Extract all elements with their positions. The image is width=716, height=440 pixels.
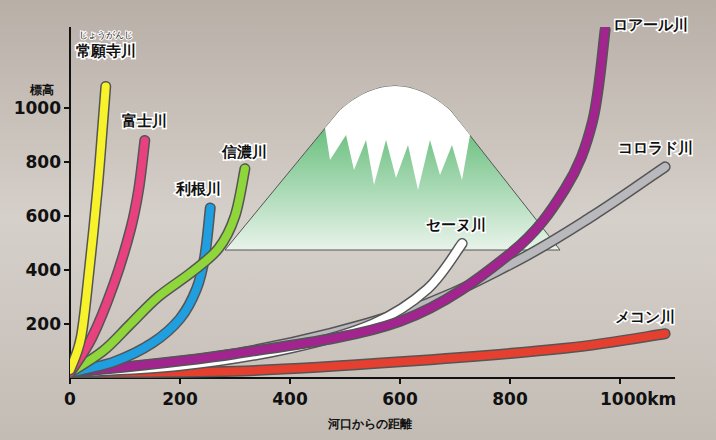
river-line: [70, 30, 605, 373]
y-axis-title: 標高: [29, 83, 54, 97]
series-label: 利根川: [175, 180, 221, 198]
x-tick: [399, 378, 401, 384]
y-tick: [64, 269, 70, 271]
x-tick-label: 800: [492, 389, 528, 409]
y-axis: [69, 27, 71, 378]
river-outline: [70, 86, 106, 370]
y-tick: [64, 323, 70, 325]
x-tick-label: 200: [162, 389, 198, 409]
y-tick: [64, 161, 70, 163]
river-outline: [70, 30, 605, 373]
x-tick: [179, 378, 181, 384]
series-label: 富士川: [122, 112, 167, 130]
y-tick: [64, 107, 70, 109]
x-tick: [69, 378, 71, 384]
series-label: コロラド川: [618, 139, 693, 157]
y-tick: [64, 215, 70, 217]
y-tick-label: 800: [26, 152, 62, 172]
series-label: メコン川: [615, 308, 675, 326]
snow-cap: [325, 86, 470, 190]
background: [0, 0, 716, 440]
x-axis-title: 河口からの距離: [327, 417, 412, 431]
x-tick-label: 400: [272, 389, 308, 409]
x-tick-label: 1000km: [600, 389, 676, 409]
chart: 200 400 600 800 1000 0 200 400 600 800 1000km 標高河口か…: [0, 0, 716, 440]
series-ruby: じょうがんじ: [79, 30, 133, 40]
x-tick-label: 600: [382, 389, 418, 409]
river-line: [70, 86, 106, 370]
series-label: ロアール川: [613, 16, 688, 34]
x-tick: [619, 378, 621, 384]
mountain: [225, 86, 560, 250]
x-tick-label: 0: [64, 389, 76, 409]
river-line: [70, 167, 665, 373]
y-tick-label: 1000: [14, 98, 61, 118]
y-tick-label: 400: [26, 260, 62, 280]
river-outline: [70, 167, 665, 373]
y-tick-label: 200: [26, 314, 62, 334]
series-label: 常願寺川: [76, 42, 136, 60]
y-tick-label: 600: [26, 206, 62, 226]
series-label: セーヌ川: [426, 216, 486, 234]
series-label: 信濃川: [221, 143, 267, 161]
x-tick: [289, 378, 291, 384]
plot-area: [70, 30, 665, 373]
x-tick: [509, 378, 511, 384]
